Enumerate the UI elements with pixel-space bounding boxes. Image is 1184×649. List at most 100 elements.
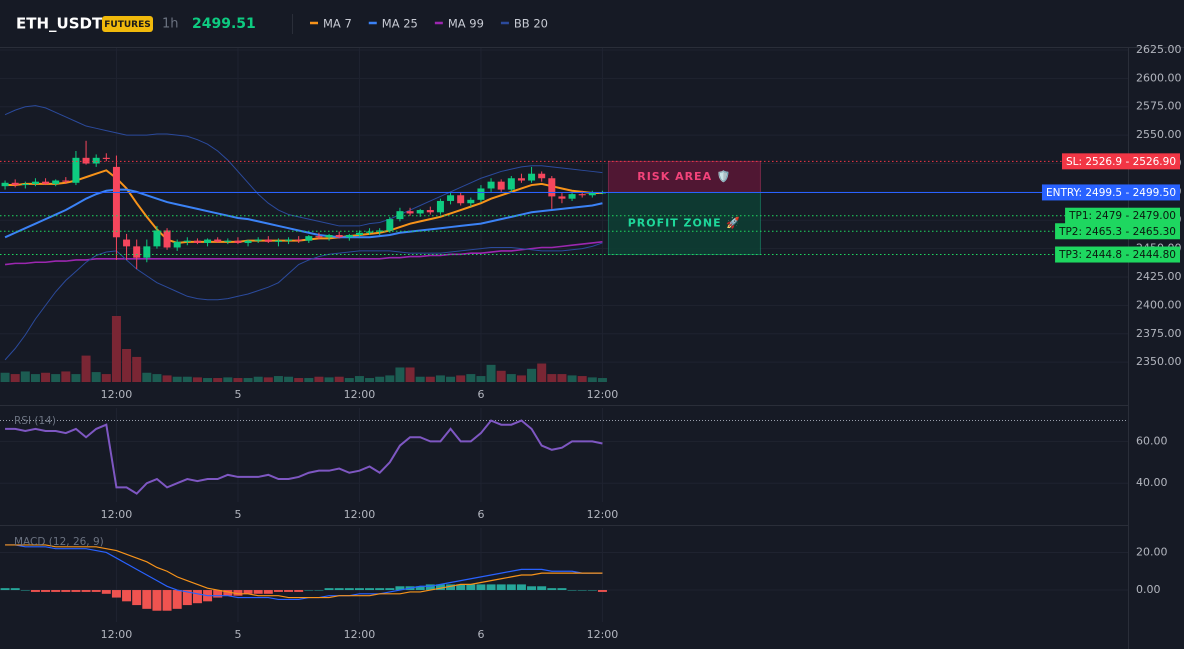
candle-body	[62, 180, 70, 182]
candle-body	[52, 180, 60, 184]
candle-body	[477, 188, 485, 200]
volume-bar	[354, 376, 364, 382]
histogram-bar	[81, 590, 91, 592]
candle-body	[406, 211, 414, 214]
candle-body	[264, 239, 272, 242]
legend-label: MA 99	[448, 17, 484, 31]
interval: 1h	[162, 17, 179, 32]
zone	[607, 160, 761, 193]
histogram-bar	[597, 590, 607, 592]
histogram-bar	[557, 588, 567, 591]
volume-bar	[304, 378, 314, 382]
candle-body	[1, 182, 9, 187]
level-tag	[1055, 223, 1180, 240]
candle-body	[467, 199, 475, 204]
volume-bar	[496, 370, 506, 382]
bb-upper	[4, 105, 603, 227]
volume-bar	[516, 375, 526, 382]
pane-title: RSI (14)	[14, 415, 56, 427]
histogram-bar	[122, 590, 132, 602]
volume-bar	[253, 376, 263, 382]
histogram-bar	[61, 590, 71, 592]
volume-bar	[223, 377, 233, 382]
histogram-bar	[506, 584, 516, 591]
histogram-bar	[547, 588, 557, 591]
volume-bar	[182, 376, 192, 382]
volume-bar	[30, 374, 40, 382]
candle-body	[112, 166, 120, 238]
histogram-bar	[51, 590, 61, 592]
histogram-bar	[192, 590, 202, 604]
candle-body	[193, 240, 201, 243]
candle-body	[72, 157, 80, 183]
volume-bar	[476, 376, 486, 382]
volume-bar	[587, 377, 597, 382]
volume-bar	[51, 374, 61, 382]
volume-bar	[71, 374, 81, 382]
histogram-bar	[243, 590, 253, 594]
candle-body	[214, 239, 222, 242]
volume-bar	[172, 376, 182, 382]
candle-body	[376, 230, 384, 232]
candle-body	[92, 157, 100, 164]
histogram-bar	[294, 590, 304, 592]
histogram-bar	[101, 590, 111, 594]
candle-body	[102, 157, 110, 159]
histogram-bar	[344, 588, 354, 591]
pane-title: MACD (12, 26, 9)	[14, 536, 104, 548]
y-tick-label: 2625.00	[1136, 43, 1182, 56]
candle-body	[497, 181, 505, 190]
ma-line	[4, 188, 603, 239]
candle-body	[345, 235, 353, 238]
histogram-bar	[456, 584, 466, 591]
candle-body	[436, 200, 444, 213]
histogram-bar	[91, 590, 101, 592]
y-tick-label: 0.00	[1136, 583, 1161, 596]
volume-bar	[557, 374, 567, 382]
candle-body	[578, 194, 586, 196]
volume-bar	[152, 374, 162, 382]
x-tick-label: 12:00	[101, 628, 133, 641]
histogram-bar	[0, 588, 10, 591]
badge: FUTURES	[104, 20, 150, 30]
candle-body	[254, 239, 262, 241]
volume-bar	[425, 376, 435, 382]
candle-body	[447, 195, 455, 201]
volume-bar	[192, 377, 202, 382]
histogram-bar	[314, 590, 324, 591]
volume-bar	[547, 374, 557, 382]
histogram-bar	[20, 590, 30, 591]
y-tick-label: 2425.00	[1136, 270, 1182, 283]
histogram-bar	[324, 588, 334, 591]
x-tick-label: 6	[477, 628, 484, 641]
ma-line	[4, 241, 603, 266]
x-tick-label: 12:00	[344, 388, 376, 401]
volume-bar	[466, 374, 476, 382]
histogram-bar	[10, 588, 20, 591]
volume-bar	[122, 349, 132, 382]
volume-bar	[273, 376, 283, 382]
candle-body	[315, 236, 323, 238]
candle-body	[386, 219, 394, 231]
histogram-bar	[132, 590, 142, 606]
volume-bar	[294, 378, 304, 382]
volume-bar	[314, 376, 324, 382]
histogram-bar	[111, 590, 121, 598]
candle-body	[143, 246, 151, 258]
candle-body	[457, 195, 465, 204]
volume-bar	[324, 377, 334, 382]
histogram-bar	[142, 590, 152, 609]
histogram-bar	[182, 590, 192, 606]
x-tick-label: 12:00	[344, 628, 376, 641]
candle-body	[416, 210, 424, 214]
histogram-bar	[354, 588, 364, 591]
histogram-bar	[516, 584, 526, 591]
y-tick-label: 2550.00	[1136, 128, 1182, 141]
candle-body	[163, 230, 171, 248]
volume-bar	[395, 367, 405, 382]
histogram-bar	[587, 590, 597, 591]
histogram-bar	[71, 590, 81, 592]
candle-body	[204, 239, 212, 243]
candle-body	[173, 241, 181, 248]
